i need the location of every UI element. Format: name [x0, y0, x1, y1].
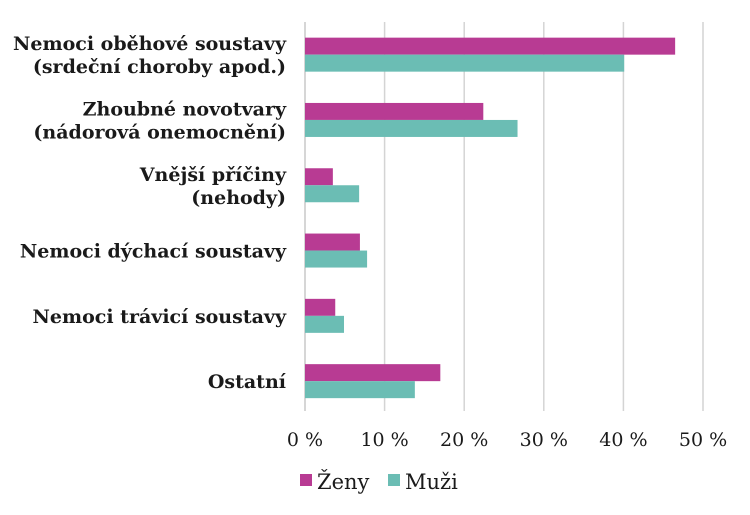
bar-zeny: [305, 102, 484, 120]
legend-swatch: [388, 474, 400, 486]
category-label: Nemoci trávicí soustavy: [33, 306, 287, 328]
bars: [305, 37, 676, 399]
x-tick-label: 0 %: [287, 429, 323, 451]
x-tick-label: 30 %: [520, 429, 568, 451]
x-tick-label: 20 %: [440, 429, 488, 451]
category-label: Nemoci dýchací soustavy: [20, 241, 287, 263]
bar-muzi: [305, 54, 625, 72]
legend-swatch: [300, 474, 312, 486]
gridlines: [304, 22, 704, 411]
legend-label: Muži: [405, 470, 458, 494]
category-label: (srdeční choroby apod.): [33, 56, 286, 78]
legend-label: Ženy: [317, 470, 370, 494]
category-label: Zhoubné novotvary: [83, 98, 287, 120]
bar-zeny: [305, 233, 360, 251]
x-tick-label: 10 %: [360, 429, 408, 451]
category-label: (nehody): [191, 187, 286, 209]
bar-muzi: [305, 119, 518, 137]
bar-muzi: [305, 250, 368, 268]
bar-zeny: [305, 364, 441, 382]
legend: Ženy Muži: [300, 470, 458, 494]
category-labels: Nemoci oběhové soustavy(srdeční choroby …: [13, 33, 287, 393]
x-tick-label: 40 %: [599, 429, 647, 451]
category-label: Ostatní: [208, 371, 287, 393]
bar-zeny: [305, 37, 676, 55]
category-label: Vnější příčiny: [139, 164, 287, 186]
category-label: Nemoci oběhové soustavy: [13, 33, 287, 55]
bar-muzi: [305, 315, 345, 333]
bar-zeny: [305, 298, 336, 316]
x-tick-label: 50 %: [679, 429, 727, 451]
bar-zeny: [305, 168, 333, 186]
bar-muzi: [305, 381, 415, 399]
bar-muzi: [305, 185, 360, 203]
x-tick-labels: 0 % 10 % 20 % 30 % 40 % 50 %: [287, 429, 727, 451]
category-label: (nádorová onemocnění): [33, 121, 286, 143]
